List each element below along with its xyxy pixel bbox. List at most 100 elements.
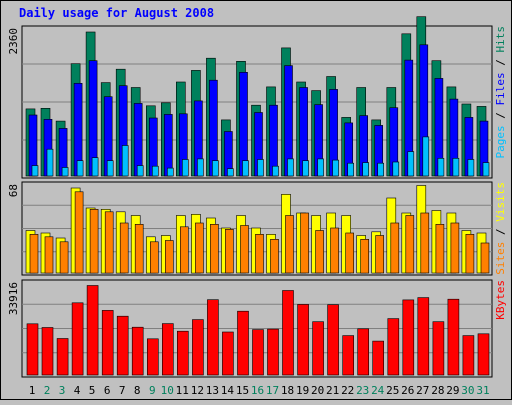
x-tick-label: 8 <box>134 384 141 397</box>
bar-sites <box>119 222 129 274</box>
bar-sites <box>59 241 69 274</box>
bar-pages <box>76 160 84 177</box>
bar-kbytes <box>162 323 174 376</box>
bar-sites <box>89 209 99 274</box>
bar-sites <box>330 227 339 274</box>
bar-sites <box>104 211 114 274</box>
bar-pages <box>167 167 174 177</box>
bar-kbytes <box>71 302 84 376</box>
bar-sites <box>465 234 475 274</box>
legend: KBytes <box>494 280 507 320</box>
bar-sites <box>225 229 234 274</box>
ymax-label: 2360 <box>7 28 20 55</box>
bar-pages <box>422 136 430 177</box>
bar-kbytes <box>252 329 264 376</box>
bar-pages <box>302 160 309 177</box>
x-tick-label: 21 <box>326 384 339 397</box>
x-tick-label: 7 <box>119 384 126 397</box>
bar-kbytes <box>477 333 490 376</box>
x-tick-label: 14 <box>221 384 235 397</box>
x-tick-label: 17 <box>266 384 279 397</box>
bar-files <box>164 114 173 177</box>
bar-pages <box>121 145 129 177</box>
x-tick-label: 12 <box>191 384 204 397</box>
bar-pages <box>272 165 279 177</box>
bar-pages <box>152 165 159 177</box>
legend-entry: Pages <box>494 125 507 158</box>
x-tick-label: 31 <box>476 384 489 397</box>
bar-kbytes <box>402 299 415 376</box>
bar-kbytes <box>237 310 249 376</box>
x-tick-label: 20 <box>311 384 324 397</box>
bar-pages <box>437 158 445 177</box>
legend-separator: / <box>494 106 507 126</box>
legend-entry: Files <box>494 72 507 105</box>
chart-title: Daily usage for August 2008 <box>19 6 214 20</box>
bar-pages <box>347 162 355 177</box>
bar-pages <box>242 160 249 177</box>
x-tick-label: 29 <box>446 384 459 397</box>
x-tick-label: 26 <box>401 384 414 397</box>
legend-entry: KBytes <box>494 280 507 320</box>
panel-visits-sites: 68 Sites / Visits <box>7 181 507 276</box>
bar-pages <box>197 158 204 177</box>
bar-kbytes <box>327 304 339 376</box>
x-tick-label: 16 <box>251 384 264 397</box>
bar-pages <box>452 158 460 177</box>
bar-pages <box>407 151 415 177</box>
legend-entry: Visits <box>494 182 507 222</box>
bar-sites <box>405 215 415 274</box>
bar-kbytes <box>312 321 324 376</box>
bar-kbytes <box>282 290 294 376</box>
x-tick-label: 13 <box>206 384 219 397</box>
x-tick-label: 22 <box>341 384 354 397</box>
bar-pages <box>91 157 99 177</box>
x-tick-label: 9 <box>149 384 156 397</box>
x-tick-label: 11 <box>176 384 189 397</box>
bar-kbytes <box>432 321 445 376</box>
x-tick-label: 10 <box>161 384 174 397</box>
bar-sites <box>345 232 355 274</box>
bar-sites <box>285 215 294 274</box>
x-tick-label: 24 <box>371 384 385 397</box>
bar-sites <box>165 240 174 274</box>
bar-pages <box>257 159 264 177</box>
bar-pages <box>317 158 324 177</box>
bar-sites <box>240 225 249 274</box>
chart-panels: 2360 Pages / Files / Hits 68 Sites / Visits… <box>7 16 507 378</box>
bar-sites <box>435 224 445 274</box>
bar-sites <box>134 224 144 274</box>
bar-kbytes <box>147 338 159 376</box>
x-tick-label: 27 <box>416 384 429 397</box>
bar-kbytes <box>207 299 219 376</box>
bar-pages <box>61 167 69 177</box>
legend-separator: / <box>494 53 507 73</box>
bar-kbytes <box>101 310 114 376</box>
legend-entry: Hits <box>494 26 507 53</box>
bar-sites <box>74 191 84 274</box>
bar-sites <box>390 222 400 274</box>
x-axis-labels: 1 2 3 4 5 6 7 8 9 10 11 12 13 14 15 16 17 18 19 20 21 22 23 24 2… <box>29 384 490 397</box>
bar-pages <box>212 160 219 177</box>
x-tick-label: 25 <box>386 384 399 397</box>
legend-separator: / <box>494 222 507 242</box>
x-tick-label: 3 <box>59 384 66 397</box>
x-tick-label: 6 <box>104 384 111 397</box>
legend: Pages / Files / Hits <box>494 26 507 159</box>
bar-sites <box>180 226 189 274</box>
legend-entry: Sites <box>494 242 507 275</box>
x-tick-label: 19 <box>296 384 309 397</box>
panel-kbytes: 33916 KBytes <box>7 279 507 378</box>
bar-kbytes <box>86 285 99 376</box>
bar-sites <box>255 234 264 274</box>
bar-pages <box>182 159 189 177</box>
bar-sites <box>29 234 39 274</box>
bar-files <box>133 103 143 177</box>
bar-pages <box>136 165 144 177</box>
bar-kbytes <box>177 330 189 376</box>
x-tick-label: 18 <box>281 384 294 397</box>
bar-kbytes <box>192 319 204 376</box>
bar-sites <box>44 236 54 274</box>
bar-sites <box>270 239 279 274</box>
